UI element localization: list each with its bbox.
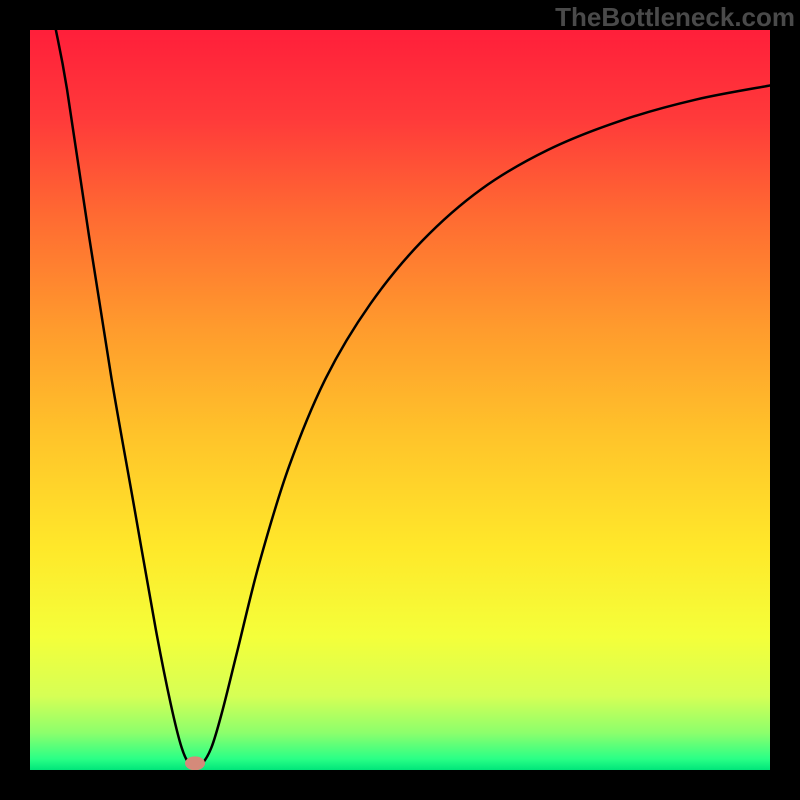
min-point-marker bbox=[185, 756, 205, 770]
watermark-text: TheBottleneck.com bbox=[520, 2, 795, 33]
gradient-background bbox=[30, 30, 770, 770]
chart-svg bbox=[30, 30, 770, 770]
plot-area bbox=[30, 30, 770, 770]
